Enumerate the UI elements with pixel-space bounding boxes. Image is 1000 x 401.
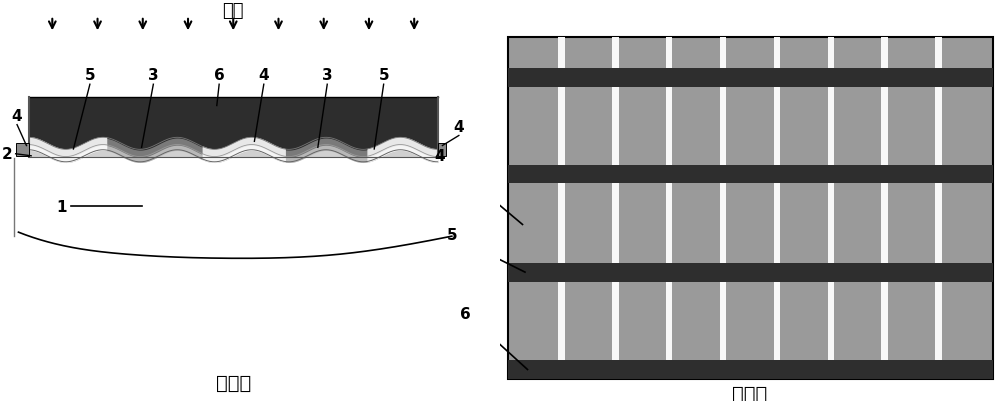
Text: 3: 3 xyxy=(148,68,159,83)
Text: 5: 5 xyxy=(85,68,95,83)
Text: 4: 4 xyxy=(435,148,445,163)
Text: 6: 6 xyxy=(214,68,225,83)
Bar xyxy=(612,38,619,379)
Bar xyxy=(508,38,992,379)
Text: 截面图: 截面图 xyxy=(216,373,251,393)
Bar xyxy=(828,38,834,379)
Bar xyxy=(508,165,992,184)
Bar xyxy=(935,38,942,379)
Bar xyxy=(508,69,992,87)
Bar xyxy=(720,38,726,379)
Bar xyxy=(666,38,672,379)
Bar xyxy=(508,263,992,282)
Bar xyxy=(881,38,888,379)
Bar xyxy=(558,38,565,379)
Text: 3: 3 xyxy=(322,68,333,83)
Text: 光照: 光照 xyxy=(222,2,244,20)
Text: 2: 2 xyxy=(2,147,12,162)
Text: 4: 4 xyxy=(12,109,22,124)
Bar xyxy=(774,38,780,379)
Text: 6: 6 xyxy=(460,306,470,321)
Bar xyxy=(438,144,446,157)
Bar xyxy=(16,144,29,157)
Bar xyxy=(508,360,992,379)
Text: 1: 1 xyxy=(56,199,67,214)
Text: 俦视图: 俦视图 xyxy=(732,383,768,401)
Text: 4: 4 xyxy=(258,68,269,83)
Text: 5: 5 xyxy=(447,227,458,243)
Text: 4: 4 xyxy=(454,120,464,135)
Text: 5: 5 xyxy=(378,68,389,83)
